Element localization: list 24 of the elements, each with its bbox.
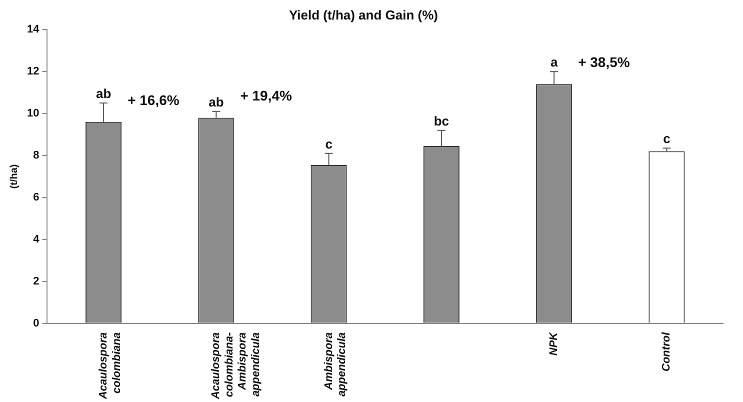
x-tick-label: Ambispora appendicula (322, 332, 348, 397)
data-label: ab (208, 94, 224, 110)
data-label: c (663, 131, 670, 146)
data-label: bc (434, 113, 450, 128)
y-tick-label: 14 (26, 24, 40, 36)
y-tick-label: 4 (33, 233, 40, 246)
x-tick-label: Control (660, 331, 673, 372)
y-tick-label: 10 (26, 108, 40, 120)
y-tick-label: 8 (33, 150, 40, 162)
y-axis-title: (t/ha) (8, 164, 20, 189)
annotation: + 16,6% (128, 92, 180, 108)
y-tick-label: 0 (33, 317, 40, 330)
chart-title: Yield (t/ha) and Gain (%) (288, 7, 438, 22)
y-tick-label: 12 (26, 66, 40, 78)
data-label: ab (96, 86, 112, 102)
x-tick-label: Acaulospora colombiana-Ambispora appendicula (210, 332, 262, 400)
x-tick-label: NPK (548, 331, 560, 356)
x-tick-label: Acaulospora colombiana (98, 332, 123, 400)
data-label: a (550, 54, 558, 70)
y-tick-label: 2 (33, 275, 40, 288)
annotation: + 38,5% (578, 54, 630, 70)
annotation: + 19,4% (240, 88, 293, 104)
data-label: c (325, 136, 332, 152)
y-tick-label: 6 (33, 192, 40, 204)
